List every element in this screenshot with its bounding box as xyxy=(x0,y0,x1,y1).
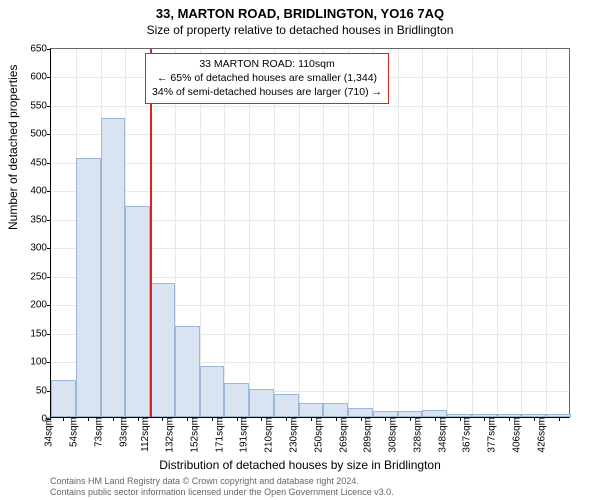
histogram-bar xyxy=(299,403,324,417)
chart-subtitle: Size of property relative to detached ho… xyxy=(0,21,600,37)
gridline-v xyxy=(224,49,225,417)
gridline-v xyxy=(323,49,324,417)
ytick-mark xyxy=(47,77,51,78)
callout-line: ← 65% of detached houses are smaller (1,… xyxy=(152,71,382,85)
histogram-bar xyxy=(398,411,423,417)
histogram-bar xyxy=(125,206,150,417)
histogram-bar xyxy=(200,366,225,417)
y-axis-label: Number of detached properties xyxy=(6,65,20,230)
xtick-label: 348sqm xyxy=(435,417,448,453)
gridline-h xyxy=(51,134,569,135)
ytick-mark xyxy=(47,334,51,335)
footer-line-1: Contains HM Land Registry data © Crown c… xyxy=(50,476,570,487)
chart-area: 0501001502002503003504004505005506006503… xyxy=(50,48,570,418)
callout-box: 33 MARTON ROAD: 110sqm← 65% of detached … xyxy=(145,53,389,104)
gridline-v xyxy=(373,49,374,417)
histogram-bar xyxy=(249,389,274,417)
xtick-label: 250sqm xyxy=(311,417,324,453)
histogram-bar xyxy=(472,414,497,417)
xtick-label: 210sqm xyxy=(262,417,275,453)
gridline-v xyxy=(274,49,275,417)
ytick-mark xyxy=(47,277,51,278)
xtick-label: 152sqm xyxy=(188,417,201,453)
histogram-bar xyxy=(497,414,522,417)
ytick-mark xyxy=(47,134,51,135)
xtick-label: 308sqm xyxy=(386,417,399,453)
ytick-mark xyxy=(47,220,51,221)
histogram-bar xyxy=(150,283,175,417)
histogram-bar xyxy=(521,414,546,417)
xtick-label: 328sqm xyxy=(411,417,424,453)
histogram-bar xyxy=(323,403,348,417)
xtick-label: 367sqm xyxy=(460,417,473,453)
xtick-label: 54sqm xyxy=(67,417,80,447)
gridline-h xyxy=(51,163,569,164)
xtick-label: 112sqm xyxy=(139,417,152,452)
plot-area: 0501001502002503003504004505005506006503… xyxy=(50,48,570,418)
gridline-v xyxy=(422,49,423,417)
ytick-mark xyxy=(47,106,51,107)
histogram-bar xyxy=(51,380,76,417)
footer-credits: Contains HM Land Registry data © Crown c… xyxy=(50,476,570,499)
xtick-label: 73sqm xyxy=(91,417,104,447)
ytick-mark xyxy=(47,362,51,363)
histogram-bar xyxy=(373,411,398,417)
histogram-bar xyxy=(274,394,299,417)
xtick-label: 406sqm xyxy=(510,417,523,453)
gridline-v xyxy=(447,49,448,417)
gridline-h xyxy=(51,106,569,107)
xtick-label: 230sqm xyxy=(287,417,300,453)
xtick-label: 289sqm xyxy=(361,417,374,453)
gridline-v xyxy=(348,49,349,417)
ytick-mark xyxy=(47,49,51,50)
ytick-mark xyxy=(47,191,51,192)
footer-line-2: Contains public sector information licen… xyxy=(50,487,570,498)
xtick-label: 132sqm xyxy=(163,417,176,453)
ytick-mark xyxy=(47,248,51,249)
gridline-v xyxy=(472,49,473,417)
histogram-bar xyxy=(546,414,571,417)
xtick-label: 377sqm xyxy=(485,417,498,453)
histogram-bar xyxy=(101,118,126,417)
xtick-label: 93sqm xyxy=(116,417,129,447)
gridline-h xyxy=(51,191,569,192)
histogram-bar xyxy=(175,326,200,417)
gridline-v xyxy=(200,49,201,417)
x-axis-label: Distribution of detached houses by size … xyxy=(0,458,600,472)
chart-title: 33, MARTON ROAD, BRIDLINGTON, YO16 7AQ xyxy=(0,0,600,21)
ytick-mark xyxy=(47,305,51,306)
gridline-v xyxy=(398,49,399,417)
histogram-bar xyxy=(422,410,447,417)
xtick-mark xyxy=(113,417,114,421)
xtick-label: 191sqm xyxy=(237,417,250,453)
gridline-v xyxy=(299,49,300,417)
xtick-label: 426sqm xyxy=(534,417,547,453)
xtick-label: 269sqm xyxy=(336,417,349,453)
histogram-bar xyxy=(348,408,373,417)
xtick-mark xyxy=(88,417,89,421)
gridline-v xyxy=(249,49,250,417)
gridline-v xyxy=(521,49,522,417)
histogram-bar xyxy=(447,414,472,417)
gridline-v xyxy=(546,49,547,417)
histogram-bar xyxy=(224,383,249,417)
callout-line: 34% of semi-detached houses are larger (… xyxy=(152,85,382,99)
xtick-label: 171sqm xyxy=(212,417,225,453)
xtick-mark xyxy=(559,417,560,421)
xtick-mark xyxy=(63,417,64,421)
gridline-v xyxy=(497,49,498,417)
ytick-mark xyxy=(47,163,51,164)
callout-line: 33 MARTON ROAD: 110sqm xyxy=(152,57,382,71)
xtick-label: 34sqm xyxy=(42,417,55,447)
subject-marker-line xyxy=(150,49,152,417)
histogram-bar xyxy=(76,158,101,417)
